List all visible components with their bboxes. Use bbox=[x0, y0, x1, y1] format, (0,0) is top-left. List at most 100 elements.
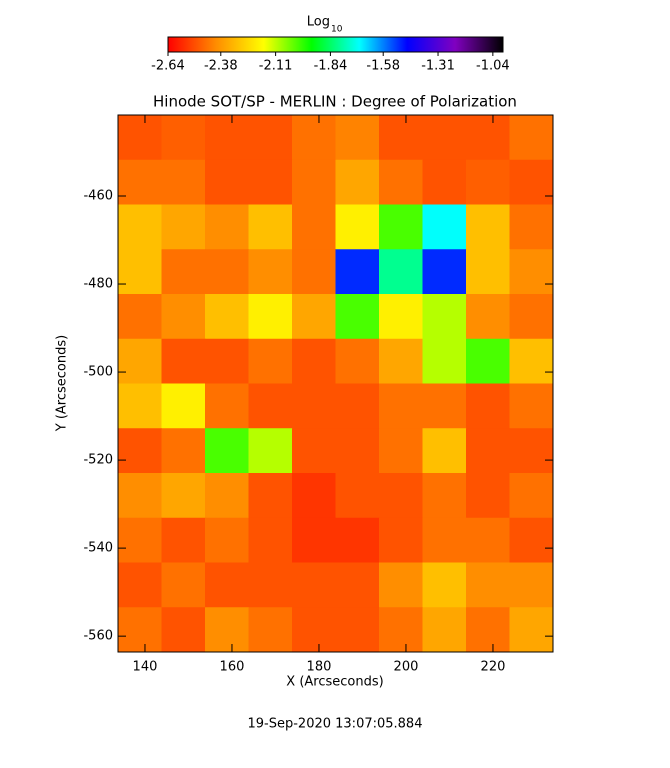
plot-frame bbox=[117, 114, 554, 653]
heatmap-cell bbox=[248, 159, 293, 205]
heatmap-cell bbox=[335, 249, 380, 295]
heatmap-cell bbox=[205, 115, 249, 161]
heatmap-cell bbox=[466, 428, 510, 474]
x-tick-label: 160 bbox=[220, 660, 245, 675]
heatmap-cell bbox=[466, 249, 510, 295]
heatmap-cell bbox=[161, 383, 206, 429]
heatmap-cell bbox=[379, 607, 423, 653]
heatmap-cell bbox=[248, 383, 293, 429]
y-tick-label: -560 bbox=[83, 629, 113, 644]
heatmap-cell bbox=[118, 159, 162, 205]
heatmap-cell bbox=[509, 294, 554, 340]
heatmap-cell bbox=[335, 159, 380, 205]
heatmap-cell bbox=[509, 338, 554, 384]
colorbar-tick-label: -1.04 bbox=[476, 59, 510, 74]
heatmap-cell bbox=[335, 115, 380, 161]
heatmap-cell bbox=[292, 204, 336, 250]
heatmap-cell bbox=[422, 428, 467, 474]
heatmap-cell bbox=[379, 338, 423, 384]
colorbar-tick-label: -2.64 bbox=[151, 59, 185, 74]
heatmap-cell bbox=[118, 204, 162, 250]
heatmap-cell bbox=[422, 562, 467, 608]
heatmap-cell bbox=[292, 115, 336, 161]
heatmap-cell bbox=[205, 428, 249, 474]
heatmap-cell bbox=[118, 607, 162, 653]
heatmap-cell bbox=[422, 338, 467, 384]
heatmap-cell bbox=[205, 159, 249, 205]
x-axis-label: X (Arcseconds) bbox=[286, 675, 383, 690]
y-tick-label: -480 bbox=[83, 277, 113, 292]
heatmap-cell bbox=[335, 383, 380, 429]
colorbar bbox=[167, 36, 504, 53]
heatmap-cell bbox=[422, 383, 467, 429]
heatmap-cell bbox=[118, 249, 162, 295]
heatmap-cell bbox=[292, 249, 336, 295]
colorbar-tick-label: -2.11 bbox=[259, 59, 293, 74]
heatmap-cell bbox=[292, 338, 336, 384]
heatmap-cell bbox=[205, 473, 249, 519]
heatmap-cell bbox=[205, 294, 249, 340]
y-tick-label: -520 bbox=[83, 453, 113, 468]
heatmap-cell bbox=[248, 115, 293, 161]
heatmap-cell bbox=[161, 428, 206, 474]
heatmap-cell bbox=[466, 294, 510, 340]
heatmap-cell bbox=[509, 517, 554, 563]
y-tick-label: -500 bbox=[83, 365, 113, 380]
heatmap-cell bbox=[422, 517, 467, 563]
x-tick-label: 220 bbox=[481, 660, 506, 675]
colorbar-tick-label: -1.84 bbox=[314, 59, 348, 74]
heatmap-cell bbox=[335, 517, 380, 563]
heatmap-cell bbox=[422, 115, 467, 161]
heatmap-cell bbox=[466, 473, 510, 519]
heatmap-cell bbox=[379, 517, 423, 563]
heatmap bbox=[118, 115, 554, 653]
heatmap-cell bbox=[292, 383, 336, 429]
heatmap-cell bbox=[161, 607, 206, 653]
heatmap-cell bbox=[161, 204, 206, 250]
heatmap-cell bbox=[422, 249, 467, 295]
heatmap-cell bbox=[118, 517, 162, 563]
heatmap-cell bbox=[509, 115, 554, 161]
heatmap-cell bbox=[509, 159, 554, 205]
heatmap-cell bbox=[379, 294, 423, 340]
heatmap-cell bbox=[292, 294, 336, 340]
heatmap-cell bbox=[292, 428, 336, 474]
colorbar-tick-label: -2.38 bbox=[204, 59, 238, 74]
heatmap-cell bbox=[379, 428, 423, 474]
heatmap-cell bbox=[509, 607, 554, 653]
x-tick-label: 140 bbox=[133, 660, 158, 675]
heatmap-cell bbox=[466, 204, 510, 250]
heatmap-cell bbox=[248, 294, 293, 340]
heatmap-cell bbox=[248, 473, 293, 519]
heatmap-cell bbox=[335, 204, 380, 250]
heatmap-cell bbox=[205, 607, 249, 653]
heatmap-cell bbox=[466, 338, 510, 384]
y-axis-label: Y (Arcseconds) bbox=[55, 335, 70, 432]
heatmap-cell bbox=[161, 159, 206, 205]
heatmap-cell bbox=[379, 204, 423, 250]
heatmap-cell bbox=[205, 249, 249, 295]
heatmap-cell bbox=[422, 607, 467, 653]
heatmap-cell bbox=[292, 562, 336, 608]
heatmap-cell bbox=[379, 159, 423, 205]
heatmap-cell bbox=[205, 562, 249, 608]
heatmap-cell bbox=[248, 428, 293, 474]
x-tick-label: 200 bbox=[394, 660, 419, 675]
heatmap-cell bbox=[379, 473, 423, 519]
colorbar-tick-label: -1.31 bbox=[421, 59, 455, 74]
heatmap-cell bbox=[292, 473, 336, 519]
heatmap-cell bbox=[335, 428, 380, 474]
timestamp: 19-Sep-2020 13:07:05.884 bbox=[248, 717, 423, 732]
heatmap-cell bbox=[205, 517, 249, 563]
y-tick-label: -540 bbox=[83, 541, 113, 556]
heatmap-cell bbox=[379, 383, 423, 429]
heatmap-cell bbox=[161, 473, 206, 519]
heatmap-cell bbox=[379, 562, 423, 608]
heatmap-cell bbox=[248, 249, 293, 295]
colorbar-label: Log bbox=[307, 15, 330, 30]
heatmap-cell bbox=[248, 204, 293, 250]
heatmap-cell bbox=[205, 338, 249, 384]
heatmap-cell bbox=[379, 115, 423, 161]
heatmap-cell bbox=[118, 383, 162, 429]
